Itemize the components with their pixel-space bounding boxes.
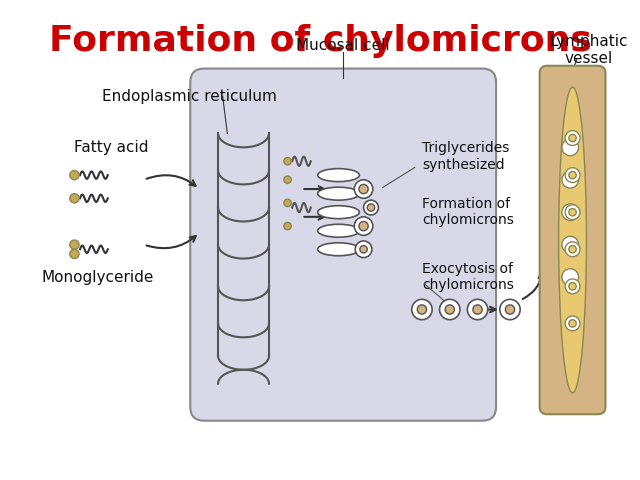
Circle shape	[284, 157, 291, 165]
Circle shape	[565, 316, 580, 331]
Circle shape	[562, 204, 579, 220]
Circle shape	[562, 269, 579, 286]
Circle shape	[445, 305, 454, 314]
Circle shape	[70, 170, 79, 180]
Text: Fatty acid: Fatty acid	[74, 140, 149, 155]
Circle shape	[364, 200, 378, 215]
Circle shape	[565, 205, 580, 220]
Circle shape	[569, 283, 576, 290]
Circle shape	[284, 199, 291, 206]
Circle shape	[355, 217, 373, 235]
Ellipse shape	[317, 187, 360, 200]
Circle shape	[70, 193, 79, 203]
Ellipse shape	[317, 206, 360, 219]
Circle shape	[562, 236, 579, 253]
Text: Monoglyceride: Monoglyceride	[42, 270, 154, 285]
Circle shape	[360, 246, 367, 253]
Text: Mucosal cell: Mucosal cell	[296, 38, 390, 53]
Text: Formation of
chylomicrons: Formation of chylomicrons	[422, 197, 514, 228]
Circle shape	[506, 305, 515, 314]
Circle shape	[565, 168, 580, 182]
Text: Formation of chylomicrons: Formation of chylomicrons	[49, 24, 591, 58]
Circle shape	[440, 300, 460, 320]
Circle shape	[569, 320, 576, 327]
Text: Triglycerides
synthesized: Triglycerides synthesized	[422, 142, 509, 172]
Circle shape	[467, 300, 488, 320]
Circle shape	[284, 176, 291, 183]
Text: Exocytosis of
chylomicrons: Exocytosis of chylomicrons	[422, 262, 514, 292]
Circle shape	[355, 180, 373, 198]
Circle shape	[569, 246, 576, 253]
Circle shape	[569, 171, 576, 179]
Ellipse shape	[559, 87, 586, 393]
Circle shape	[562, 171, 579, 188]
Circle shape	[565, 131, 580, 145]
Text: Lymphatic
vessel: Lymphatic vessel	[550, 34, 628, 66]
Circle shape	[500, 300, 520, 320]
Circle shape	[359, 184, 368, 193]
Circle shape	[562, 139, 579, 156]
Circle shape	[355, 241, 372, 258]
Circle shape	[417, 305, 427, 314]
Circle shape	[359, 221, 368, 231]
Circle shape	[569, 134, 576, 142]
Circle shape	[412, 300, 432, 320]
Ellipse shape	[317, 243, 360, 256]
Circle shape	[565, 279, 580, 294]
Ellipse shape	[317, 224, 360, 237]
Circle shape	[70, 249, 79, 259]
Ellipse shape	[317, 168, 360, 181]
FancyBboxPatch shape	[540, 66, 605, 414]
Circle shape	[70, 240, 79, 249]
Circle shape	[473, 305, 482, 314]
FancyBboxPatch shape	[190, 69, 496, 420]
Circle shape	[569, 208, 576, 216]
Circle shape	[284, 222, 291, 230]
Text: Endoplasmic reticulum: Endoplasmic reticulum	[102, 89, 277, 104]
Circle shape	[367, 204, 374, 211]
Circle shape	[565, 242, 580, 257]
